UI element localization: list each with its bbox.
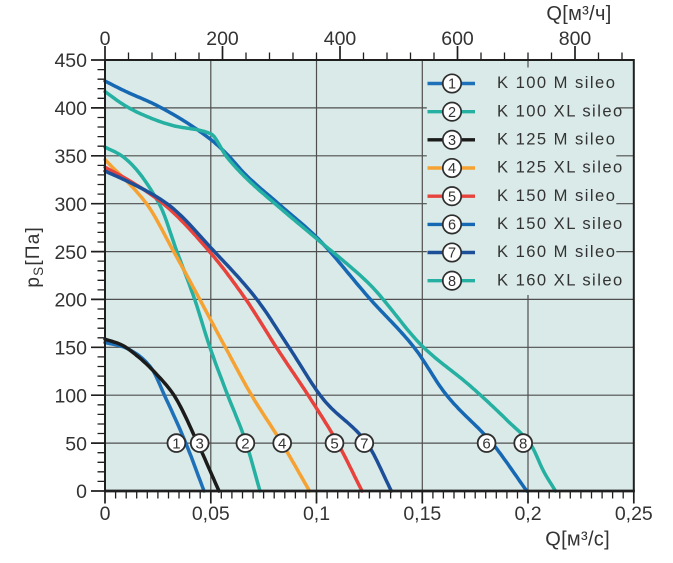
svg-text:5: 5	[330, 436, 338, 453]
svg-text:0,15: 0,15	[403, 503, 441, 525]
svg-text:200: 200	[54, 290, 87, 312]
svg-text:1: 1	[172, 436, 180, 453]
svg-text:0: 0	[100, 28, 111, 50]
svg-text:K 125 M sileo: K 125 M sileo	[497, 129, 616, 148]
svg-text:3: 3	[448, 133, 456, 149]
svg-text:K 100 M sileo: K 100 M sileo	[497, 73, 616, 92]
svg-text:Q[м³/ч]: Q[м³/ч]	[546, 3, 611, 25]
svg-text:1: 1	[448, 77, 456, 93]
svg-text:0,05: 0,05	[192, 503, 230, 525]
svg-text:3: 3	[196, 436, 204, 453]
svg-text:pS[Па]: pS[Па]	[23, 226, 46, 288]
svg-text:7: 7	[360, 436, 368, 453]
svg-text:2: 2	[241, 436, 249, 453]
svg-text:6: 6	[448, 218, 456, 234]
svg-text:K 150 XL sileo: K 150 XL sileo	[497, 214, 624, 233]
svg-text:0: 0	[76, 481, 87, 503]
svg-text:Q[м³/c]: Q[м³/c]	[545, 528, 610, 550]
svg-text:0,1: 0,1	[303, 503, 330, 525]
svg-text:5: 5	[448, 189, 456, 205]
svg-text:0,25: 0,25	[615, 503, 653, 525]
svg-text:K 125 XL sileo: K 125 XL sileo	[497, 158, 624, 177]
svg-text:4: 4	[448, 161, 456, 177]
svg-text:100: 100	[54, 385, 87, 407]
svg-text:0,2: 0,2	[514, 503, 541, 525]
svg-text:4: 4	[278, 436, 286, 453]
svg-text:8: 8	[448, 274, 456, 290]
svg-text:200: 200	[206, 28, 239, 50]
svg-text:K 100 XL sileo: K 100 XL sileo	[497, 101, 624, 120]
svg-text:350: 350	[54, 146, 87, 168]
svg-text:450: 450	[54, 50, 87, 72]
svg-text:250: 250	[54, 242, 87, 264]
svg-text:K 150 M sileo: K 150 M sileo	[497, 186, 616, 205]
svg-text:8: 8	[519, 436, 527, 453]
svg-text:6: 6	[482, 436, 490, 453]
svg-text:50: 50	[65, 433, 87, 455]
svg-text:800: 800	[559, 28, 592, 50]
svg-text:400: 400	[324, 28, 357, 50]
svg-text:600: 600	[441, 28, 474, 50]
svg-text:0: 0	[100, 503, 111, 525]
svg-text:150: 150	[54, 338, 87, 360]
svg-text:7: 7	[448, 246, 456, 262]
svg-text:K 160 XL sileo: K 160 XL sileo	[497, 270, 624, 289]
svg-text:400: 400	[54, 98, 87, 120]
svg-text:2: 2	[448, 105, 456, 121]
svg-text:K 160 M sileo: K 160 M sileo	[497, 242, 616, 261]
svg-text:300: 300	[54, 194, 87, 216]
